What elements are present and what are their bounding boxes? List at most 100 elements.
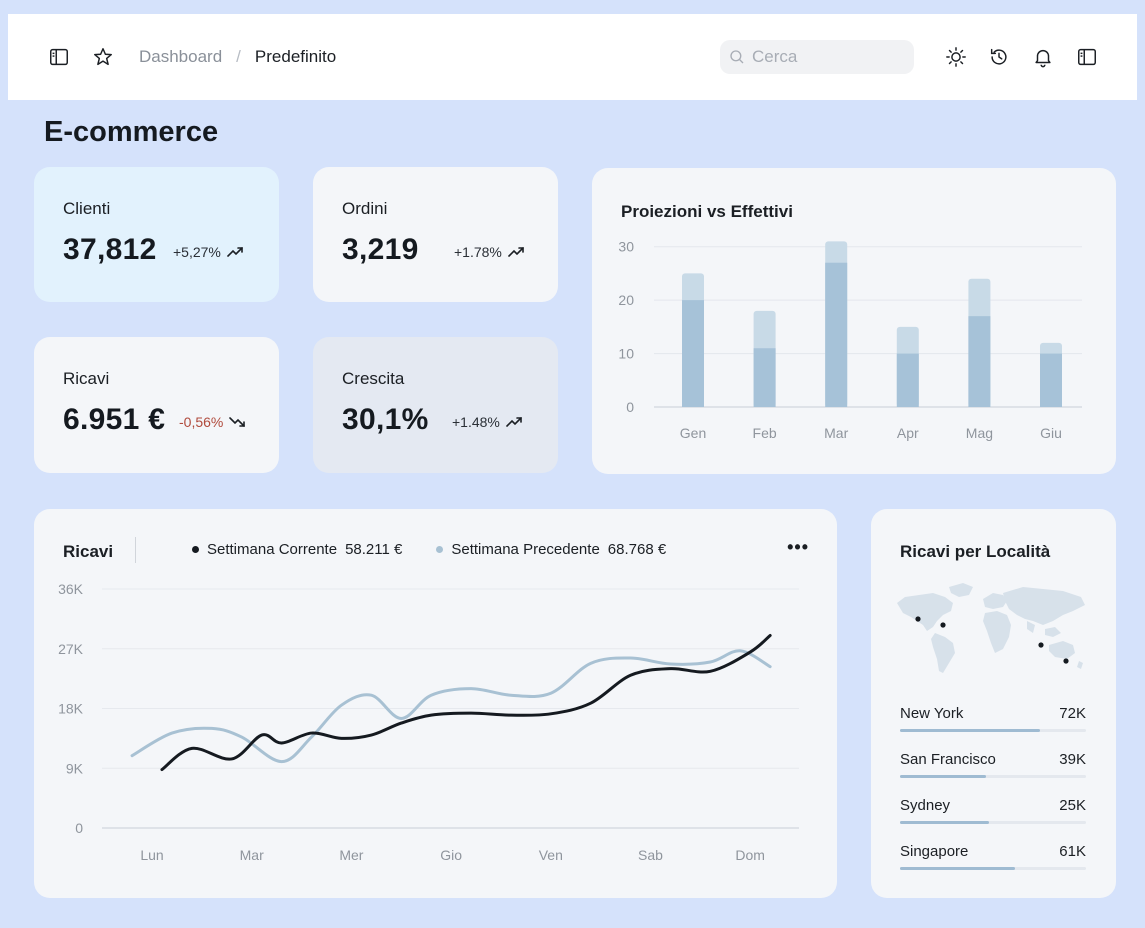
stat-delta: +1.48% <box>452 414 522 430</box>
page-title: E-commerce <box>44 116 219 148</box>
bar-actual[interactable] <box>753 348 776 407</box>
revenue-title: Ricavi <box>63 542 114 561</box>
revenue-panel: Ricavi Settimana Corrente 58.211 € Setti… <box>34 509 837 898</box>
stat-value: 37,812 <box>63 233 157 266</box>
stat-label: Ricavi <box>63 369 110 388</box>
legend-total: 58.211 € <box>345 541 403 558</box>
stat-label: Clienti <box>63 199 111 218</box>
x-tick-label: Gio <box>440 847 462 863</box>
x-tick-label: Dom <box>735 847 765 863</box>
legend-divider <box>135 537 136 563</box>
search-box[interactable] <box>720 40 914 74</box>
y-tick-label: 9K <box>66 760 84 776</box>
projections-bar-chart: 0 10 20 30 Gen Feb Mar Apr Mag Giu <box>618 239 1082 441</box>
location-value: 25K <box>1059 797 1086 814</box>
x-tick-label: Apr <box>897 425 919 441</box>
y-tick-label: 30 <box>618 239 634 255</box>
legend-dot-current <box>192 546 199 553</box>
location-row[interactable]: Singapore 61K <box>900 843 1086 873</box>
location-bar-track <box>900 775 1086 778</box>
location-bar-track <box>900 867 1086 870</box>
search-icon <box>730 50 744 64</box>
x-tick-label: Mar <box>240 847 264 863</box>
location-bar-track <box>900 821 1086 824</box>
sun-icon[interactable] <box>944 45 968 69</box>
location-bar-fill <box>900 821 990 824</box>
stat-delta: -0,56% <box>179 414 246 430</box>
sidebar-toggle-icon[interactable] <box>47 45 71 69</box>
location-bar-fill <box>900 729 1040 732</box>
location-bar-fill <box>900 867 1016 870</box>
projections-title: Proiezioni vs Effettivi <box>621 202 793 221</box>
bell-icon[interactable] <box>1031 45 1055 69</box>
history-icon[interactable] <box>987 45 1011 69</box>
location-row[interactable]: New York 72K <box>900 705 1086 735</box>
legend-name: Settimana Corrente <box>207 541 338 558</box>
location-city: Singapore <box>900 843 969 860</box>
legend-total: 68.768 € <box>607 541 667 558</box>
stat-delta: +5,27% <box>173 244 243 260</box>
star-icon[interactable] <box>91 45 115 69</box>
y-tick-label: 10 <box>618 346 634 362</box>
stat-label: Crescita <box>342 369 405 388</box>
revenue-line-chart: 0 9K 18K 27K 36K Lun Mar Mer Gio Ven Sab Dom <box>58 581 799 863</box>
stat-card-ordini: Ordini 3,219 +1.78% <box>313 167 558 302</box>
legend-name: Settimana Precedente <box>451 541 600 558</box>
stat-delta: +1.78% <box>454 244 524 260</box>
x-tick-label: Ven <box>539 847 563 863</box>
y-tick-label: 20 <box>618 292 634 308</box>
breadcrumb-current: Predefinito <box>254 47 337 66</box>
location-value: 72K <box>1059 705 1086 722</box>
location-city: New York <box>900 705 964 722</box>
x-tick-label: Giu <box>1040 425 1062 441</box>
y-tick-label: 36K <box>58 581 84 597</box>
breadcrumb-dashboard[interactable]: Dashboard <box>139 47 223 66</box>
location-value: 39K <box>1059 751 1086 768</box>
stat-label: Ordini <box>342 199 388 218</box>
breadcrumb: Dashboard / Predefinito <box>139 47 336 67</box>
legend-dot-previous <box>436 546 444 553</box>
search-input[interactable] <box>752 47 902 67</box>
revenue-legend: Settimana Corrente 58.211 € Settimana Pr… <box>192 541 666 558</box>
stat-delta-text: +1.78% <box>454 244 502 260</box>
stat-delta-text: +5,27% <box>173 244 221 260</box>
location-bar-fill <box>900 775 986 778</box>
bar-actual[interactable] <box>682 300 704 407</box>
location-row[interactable]: Sydney 25K <box>900 797 1086 827</box>
more-options-icon[interactable]: ••• <box>787 537 809 557</box>
x-tick-label: Sab <box>638 847 663 863</box>
stat-card-clienti: Clienti 37,812 +5,27% <box>34 167 279 302</box>
series-line-previous[interactable] <box>130 649 772 764</box>
map-markers <box>915 616 1069 664</box>
x-tick-label: Mag <box>966 425 993 441</box>
location-value: 61K <box>1059 843 1086 860</box>
location-row[interactable]: San Francisco 39K <box>900 751 1086 781</box>
legend-item-current[interactable]: Settimana Corrente 58.211 € <box>192 541 402 558</box>
bar-actual[interactable] <box>825 262 848 407</box>
y-tick-label: 27K <box>58 641 84 657</box>
x-tick-label: Gen <box>680 425 706 441</box>
locations-title: Ricavi per Località <box>900 542 1051 561</box>
locations-panel: Ricavi per Località New York 72K San Franc… <box>871 509 1116 898</box>
bar-actual[interactable] <box>896 353 919 407</box>
projections-panel: Proiezioni vs Effettivi 0 10 20 30 Gen Feb Mar… <box>592 168 1116 474</box>
location-bar-track <box>900 729 1086 732</box>
panel-icon[interactable] <box>1075 45 1099 69</box>
stat-delta-text: -0,56% <box>179 414 224 430</box>
series-line-current[interactable] <box>160 633 772 772</box>
trend-down-icon <box>229 417 246 427</box>
breadcrumb-separator: / <box>236 47 241 66</box>
stat-value: 3,219 <box>342 233 419 266</box>
y-tick-label: 0 <box>75 820 83 836</box>
x-tick-label: Mer <box>339 847 363 863</box>
y-tick-label: 18K <box>58 701 84 717</box>
x-tick-label: Feb <box>753 425 777 441</box>
location-city: San Francisco <box>900 751 996 768</box>
trend-up-icon <box>506 417 522 427</box>
stat-card-ricavi: Ricavi 6.951 € -0,56% <box>34 337 279 473</box>
bar-actual[interactable] <box>968 316 991 407</box>
world-map-image <box>897 583 1085 673</box>
legend-item-previous[interactable]: Settimana Precedente 68.768 € <box>436 541 666 558</box>
bar-actual[interactable] <box>1040 353 1062 407</box>
top-bar: Dashboard / Predefinito <box>8 14 1137 100</box>
